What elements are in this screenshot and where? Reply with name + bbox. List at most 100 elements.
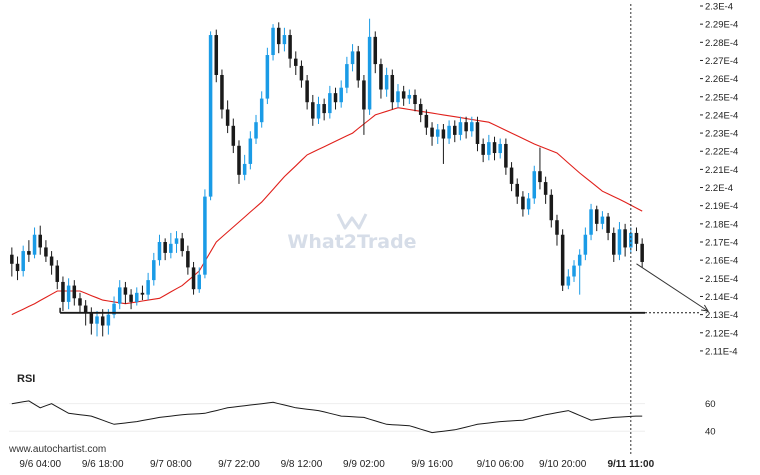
candle [430, 122, 434, 146]
candle-body [225, 109, 230, 126]
candle-body [191, 267, 196, 290]
candle [271, 24, 275, 61]
candle-body [135, 292, 139, 302]
moving-average [11, 107, 643, 316]
candle [78, 292, 82, 313]
y-tick-label: 2.17E-4 [705, 238, 738, 249]
candle [538, 147, 542, 190]
candle [560, 229, 565, 292]
candle-body [333, 93, 338, 103]
x-tick-label: 9/10 20:00 [539, 459, 587, 470]
candle [447, 120, 451, 144]
candle-body [515, 183, 519, 197]
candle-body [594, 209, 599, 224]
candle [339, 80, 343, 108]
candle-body [89, 312, 94, 324]
candle-body [560, 234, 565, 286]
candle-body [163, 242, 167, 253]
y-tick-label: 2.21E-4 [705, 165, 738, 176]
candle-body [583, 234, 588, 255]
x-tick-label: 9/6 18:00 [82, 459, 124, 470]
candle [606, 212, 610, 241]
candle-body [458, 122, 463, 135]
candle-body [203, 196, 207, 275]
candle [197, 267, 201, 293]
candle [163, 238, 167, 261]
axes: 2.3E-4 2.29E-4 2.28E-4 2.27E-4 2.26E-4 2.25E-… [19, 2, 738, 471]
candle-body [401, 91, 406, 99]
candle [72, 280, 77, 306]
y-tick-label: 2.22E-4 [705, 147, 738, 158]
candle [589, 203, 593, 241]
candle-body [600, 216, 605, 224]
candle [577, 249, 582, 295]
candle-body [339, 87, 343, 103]
candle [21, 245, 25, 277]
candle [407, 89, 412, 105]
candle-body [117, 287, 122, 304]
candle-body [623, 229, 627, 248]
candle [61, 276, 65, 311]
candle-body [492, 142, 497, 154]
candle-body [66, 285, 71, 302]
candle [532, 165, 537, 204]
candle [316, 96, 321, 124]
candle-body [487, 142, 491, 155]
candle [487, 134, 491, 161]
candle-body [112, 303, 116, 315]
candle [276, 22, 281, 54]
rsi-level-label: 40 [705, 427, 716, 438]
candle-body [356, 51, 360, 81]
candle-body [231, 125, 236, 146]
candle [248, 131, 253, 170]
candle-body [242, 163, 247, 175]
candle-body [498, 143, 502, 154]
candle-body [435, 129, 440, 137]
candle-body [15, 263, 20, 272]
candle-body [464, 122, 468, 132]
candle [572, 260, 576, 282]
candle [294, 51, 298, 75]
candle-body [237, 145, 241, 175]
candle [640, 238, 644, 268]
candle-body [95, 316, 99, 324]
y-tick-label: 2.23E-4 [705, 129, 738, 140]
candle [600, 211, 605, 230]
candle-body [140, 292, 145, 295]
candle-body [129, 294, 133, 302]
footer-site-link[interactable]: www.autochartist.com [8, 444, 106, 455]
candle [373, 31, 378, 74]
candle [509, 162, 514, 192]
projection-arrow-head-icon [700, 304, 709, 312]
candle-body [396, 91, 400, 103]
candle-body [447, 125, 451, 139]
candle [458, 116, 463, 141]
y-tick-label: 2.28E-4 [705, 38, 738, 49]
candle [242, 154, 247, 181]
candle-body [577, 254, 582, 266]
candle [186, 245, 190, 275]
candle-body [248, 138, 253, 164]
rsi-panel: RSI 60 40 [9, 373, 716, 438]
candle [367, 18, 372, 115]
watermark-text: What2Trade [287, 231, 416, 253]
candle-body [10, 254, 14, 264]
candle-body [549, 194, 554, 221]
candle [180, 232, 184, 257]
candle [100, 309, 105, 337]
candle-body [282, 35, 287, 45]
candle [543, 176, 548, 204]
y-tick-label: 2.24E-4 [705, 110, 738, 121]
candle-body [32, 234, 37, 255]
candle-body [612, 232, 616, 255]
candle-body [271, 27, 275, 56]
candle [566, 269, 571, 290]
candle [254, 114, 258, 144]
candle [38, 225, 42, 255]
candle-body [49, 256, 54, 266]
candle-body [424, 114, 429, 128]
candle [384, 67, 389, 97]
candle [305, 74, 309, 110]
candle [594, 205, 599, 232]
